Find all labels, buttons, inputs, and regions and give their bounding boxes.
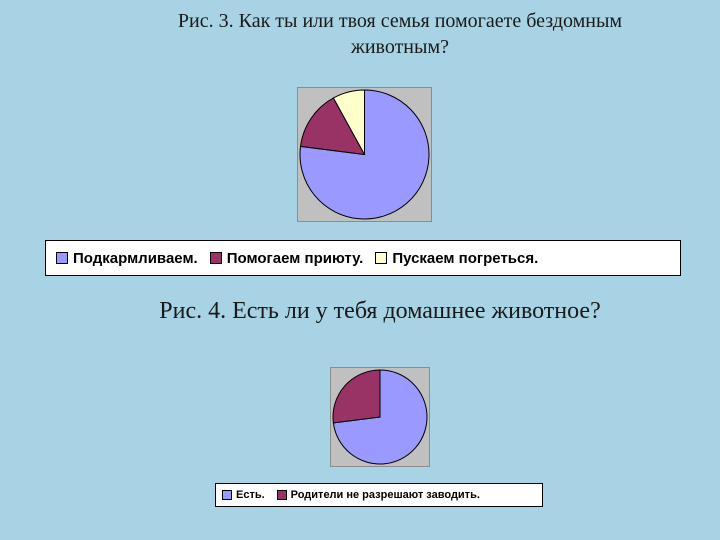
- chart-1-plot-area: [297, 87, 432, 222]
- chart-2-plot-area: [330, 367, 430, 467]
- legend-label: Родители не разрешают заводить.: [290, 489, 480, 501]
- pie-slice-2: [332, 369, 381, 424]
- legend-item: Родители не разрешают заводить.: [276, 489, 480, 501]
- legend-label: Подкармливаем.: [73, 249, 198, 267]
- legend-swatch: [222, 490, 232, 500]
- legend-item: Помогаем приюту.: [209, 249, 364, 267]
- legend-item: Есть.: [222, 489, 265, 501]
- legend-swatch: [56, 252, 68, 264]
- legend-label: Помогаем приюту.: [226, 249, 364, 267]
- pie-slice-2: [299, 97, 366, 156]
- pie-slice-3: [332, 89, 365, 155]
- chart-1-pie: [299, 89, 430, 220]
- legend-swatch: [276, 490, 287, 500]
- chart-2-pie: [332, 369, 428, 465]
- chart-2-legend: Есть. Родители не разрешают заводить.: [215, 483, 543, 507]
- legend-item: Пускаем погреться.: [375, 250, 538, 267]
- legend-label: Есть.: [236, 489, 265, 501]
- legend-item: Подкармливаем.: [56, 250, 198, 267]
- legend-swatch: [209, 252, 222, 264]
- chart-1-legend: Подкармливаем. Помогаем приюту. Пускаем …: [45, 240, 681, 276]
- legend-label: Пускаем погреться.: [392, 249, 539, 267]
- chart-1-title: Рис. 3. Как ты или твоя семья помогаете …: [177, 10, 623, 58]
- pie-slice-1: [299, 89, 430, 220]
- chart-2-title: Рис. 4. Есть ли у тебя домашнее животное…: [159, 298, 601, 324]
- legend-swatch: [375, 252, 388, 264]
